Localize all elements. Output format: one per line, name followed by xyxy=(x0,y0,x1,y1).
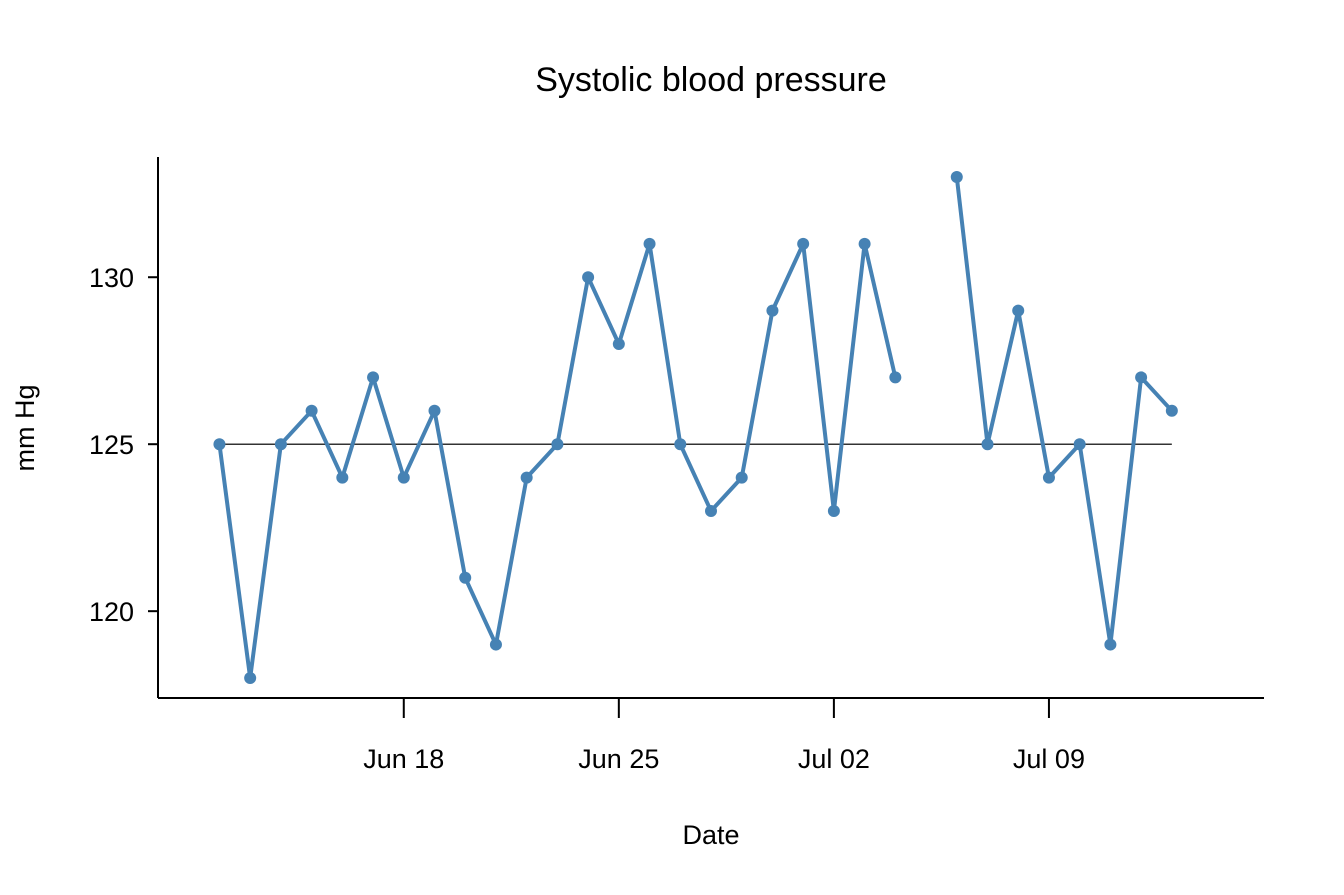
y-tick-label: 125 xyxy=(89,430,134,460)
data-point xyxy=(551,438,564,451)
data-point xyxy=(797,237,810,250)
data-point xyxy=(766,304,779,317)
y-tick-label: 130 xyxy=(89,263,134,293)
x-tick-label: Jul 09 xyxy=(1013,744,1085,774)
y-tick-label: 120 xyxy=(89,597,134,627)
data-point xyxy=(643,237,656,250)
data-point xyxy=(459,571,472,584)
data-point xyxy=(305,404,318,417)
data-point xyxy=(735,471,748,484)
data-point xyxy=(981,438,994,451)
data-point xyxy=(489,638,502,651)
axes: 120 125 130 Jun 18 Jun 25 Jul 02 Jul 09 xyxy=(89,157,1264,774)
data-point xyxy=(612,338,625,351)
data-point xyxy=(1165,404,1178,417)
y-axis-label: mm Hg xyxy=(10,385,40,472)
data-point xyxy=(889,371,902,384)
data-point xyxy=(1104,638,1117,651)
chart-title: Systolic blood pressure xyxy=(535,61,887,99)
data-point xyxy=(1042,471,1055,484)
x-tick-label: Jul 02 xyxy=(798,744,870,774)
series-group xyxy=(213,171,1178,684)
data-point xyxy=(336,471,349,484)
series-line xyxy=(217,241,898,680)
x-tick-label: Jun 18 xyxy=(363,744,444,774)
series-line xyxy=(954,175,1174,647)
x-tick-label: Jun 25 xyxy=(578,744,659,774)
data-point xyxy=(1012,304,1025,317)
data-point xyxy=(428,404,441,417)
data-point xyxy=(274,438,287,451)
data-point xyxy=(397,471,410,484)
data-point xyxy=(858,237,871,250)
data-point xyxy=(827,504,840,517)
data-point xyxy=(520,471,533,484)
data-point xyxy=(1073,438,1086,451)
data-point xyxy=(950,171,963,184)
data-point xyxy=(705,504,717,517)
data-point xyxy=(244,671,257,684)
data-point xyxy=(1135,371,1148,384)
x-axis-label: Date xyxy=(682,820,739,850)
data-point xyxy=(367,371,380,384)
data-point xyxy=(674,438,687,451)
data-point xyxy=(582,271,595,284)
data-point xyxy=(213,438,226,451)
